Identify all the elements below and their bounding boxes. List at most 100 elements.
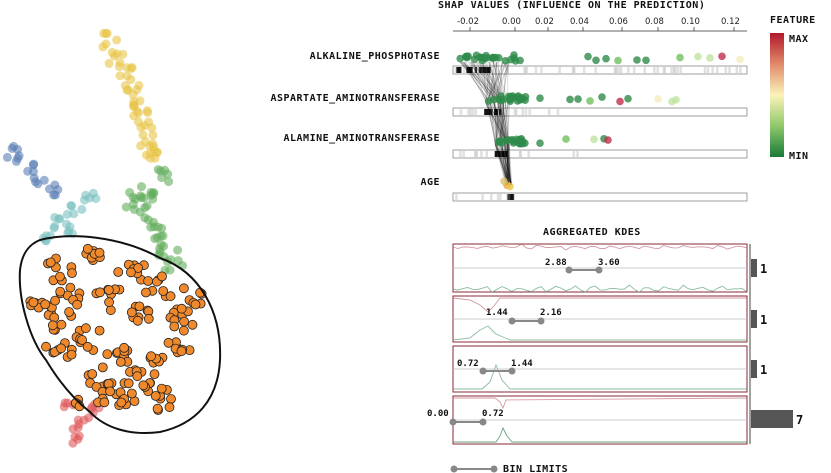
scatter-point	[148, 139, 158, 149]
strip-mark	[515, 109, 518, 115]
shap-connector-line	[460, 61, 513, 186]
shap-connector-line	[460, 61, 510, 186]
scatter-point	[47, 320, 58, 331]
scatter-point	[136, 122, 146, 132]
strip-mark	[558, 67, 561, 73]
scatter-point	[77, 204, 87, 214]
scatter-point	[55, 286, 66, 297]
strip-mark	[471, 109, 475, 115]
bin-slider-low-handle-4[interactable]	[449, 418, 457, 426]
strip-mark	[496, 151, 500, 157]
scatter-point	[138, 380, 149, 391]
shap-connector-line	[472, 61, 510, 186]
strip-mark	[475, 151, 479, 157]
strip-mark	[576, 151, 579, 157]
scatter-point	[104, 297, 114, 308]
shap-connector-line	[486, 61, 508, 186]
strip-mark	[459, 109, 463, 115]
shap-connector-line	[506, 61, 510, 186]
scatter-point	[29, 173, 39, 183]
strip-mark	[528, 109, 532, 115]
scatter-point	[45, 257, 56, 268]
bin-slider-high-handle-2[interactable]	[537, 317, 545, 325]
scatter-point	[173, 245, 183, 255]
shap-connector-line	[460, 61, 510, 186]
shap-connector-line	[494, 61, 510, 186]
strip-mark	[615, 67, 618, 73]
feature-strip-alkaline-phosphotase[interactable]	[452, 65, 748, 75]
shap-connector-line	[487, 61, 508, 186]
scatter-point	[112, 35, 122, 45]
kde-curve	[452, 284, 748, 293]
strip-mark	[632, 67, 636, 73]
shap-connector-line	[485, 61, 510, 186]
scatter-point	[50, 221, 60, 231]
scatter-point	[72, 299, 82, 310]
shap-dot	[736, 55, 744, 64]
strip-mark	[500, 109, 504, 115]
bin-high-value-3: 1.44	[511, 359, 533, 369]
scatter-point	[129, 111, 139, 121]
shap-dot	[642, 56, 650, 65]
shap-dot	[476, 53, 485, 62]
shap-tick-label: 0.04	[570, 17, 589, 27]
shap-connector-line	[493, 61, 509, 186]
kde-curve	[452, 325, 747, 341]
shap-connector-line	[489, 61, 510, 186]
scatter-point	[53, 185, 63, 195]
bin-slider-high-handle-4[interactable]	[479, 418, 487, 426]
shap-dot	[592, 56, 600, 65]
bin-slider-high-handle-1[interactable]	[595, 266, 603, 274]
shap-connector-line	[489, 61, 511, 186]
shap-dot	[500, 177, 508, 185]
strip-mark	[716, 67, 719, 73]
lasso-selection-outline[interactable]	[18, 235, 222, 434]
strip-mark	[613, 67, 617, 73]
bin-high-value-1: 3.60	[598, 258, 620, 268]
scatter-point	[143, 276, 154, 286]
shap-connector-line	[465, 61, 507, 186]
shap-connector-line	[492, 61, 512, 186]
strip-mark	[474, 109, 477, 115]
scatter-point	[66, 349, 77, 360]
strip-mark	[462, 151, 465, 157]
bin-count-label-4: 7	[796, 413, 803, 427]
strip-mark	[485, 109, 489, 115]
feature-strip-age[interactable]	[452, 192, 748, 202]
strip-mark	[617, 67, 621, 73]
strip-mark	[487, 109, 490, 115]
scatter-point	[118, 49, 128, 59]
shap-connector-line	[498, 61, 512, 186]
shap-connector-line	[490, 61, 510, 186]
scatter-point	[115, 71, 125, 81]
strip-mark	[513, 109, 517, 115]
shap-connector-line	[485, 61, 511, 186]
feature-strip-aspartate-aminotransferase[interactable]	[452, 107, 748, 117]
scatter-point	[178, 325, 189, 336]
strip-mark	[474, 67, 478, 73]
bin-slider-high-handle-3[interactable]	[508, 367, 516, 375]
scatter-point	[126, 307, 137, 318]
scatter-point	[152, 403, 163, 414]
shap-tick-label: -0.02	[457, 17, 479, 27]
scatter-point	[165, 291, 176, 302]
shap-dot	[676, 53, 684, 62]
shap-dot	[604, 136, 612, 144]
scatter-point	[40, 299, 51, 310]
scatter-point	[163, 337, 174, 348]
bin-slider-low-handle-1[interactable]	[565, 266, 573, 274]
scatter-point	[114, 62, 124, 72]
shap-dot	[718, 52, 726, 61]
scatter-point	[63, 398, 73, 408]
strip-mark	[673, 67, 676, 73]
bin-slider-low-handle-3[interactable]	[479, 367, 487, 375]
shap-value-dots	[456, 51, 744, 191]
scatter-point	[116, 397, 127, 408]
strip-mark	[556, 109, 560, 115]
bin-slider-low-handle-2[interactable]	[508, 317, 516, 325]
feature-label-aspartate-aminotransferase: ASPARTATE_AMINOTRANSFERASE	[270, 93, 440, 104]
scatter-point	[136, 191, 145, 201]
scatter-point	[132, 371, 143, 382]
feature-strip-alamine-aminotransferase[interactable]	[452, 149, 748, 159]
bin-low-value-2: 1.44	[486, 308, 508, 318]
